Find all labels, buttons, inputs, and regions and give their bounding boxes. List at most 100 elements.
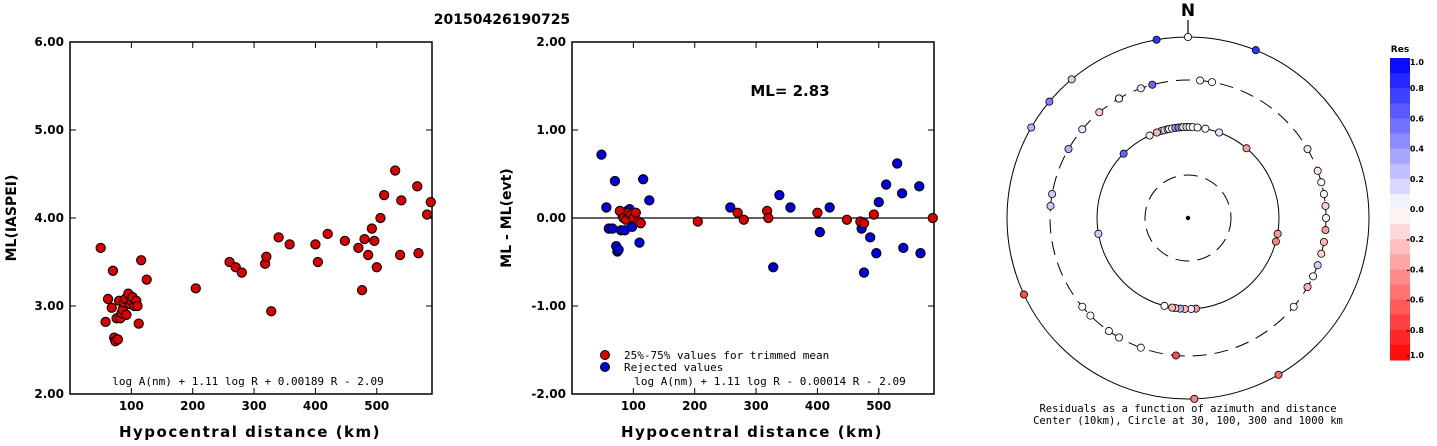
ml-point xyxy=(112,334,124,345)
panel1-xtick-label: 400 xyxy=(303,399,328,413)
ml-point xyxy=(106,302,117,313)
station-residual-point xyxy=(1095,108,1104,117)
station-residual-point xyxy=(1313,166,1322,175)
station-residual-point xyxy=(1168,303,1177,312)
ml-point xyxy=(266,306,277,317)
colorbar-cell xyxy=(1390,118,1410,134)
ml-point xyxy=(102,293,114,305)
north-label: N xyxy=(1181,1,1195,21)
station-residual-point xyxy=(1115,94,1124,103)
station-residual-point xyxy=(1251,46,1260,55)
panel2-xtick-label: 500 xyxy=(866,399,891,413)
rejected-point xyxy=(785,202,796,213)
panel-residual-vs-distance: ML - ML(evt) Hypocentral distance (km) M… xyxy=(499,35,938,441)
rejected-point xyxy=(914,181,925,192)
station-residual-point xyxy=(1104,327,1113,336)
colorbar-tick-label: -0.4 xyxy=(1407,265,1425,274)
station-residual-point xyxy=(1115,333,1124,342)
used-point xyxy=(763,212,774,224)
ml-point xyxy=(236,267,247,278)
ring-30km xyxy=(1144,174,1232,262)
panel1-xtick-label: 300 xyxy=(242,399,267,413)
rejected-point xyxy=(768,262,779,273)
panel2-ytick-label: 1.00 xyxy=(536,123,566,137)
used-point xyxy=(841,214,853,225)
legend-marker-used xyxy=(600,350,610,360)
colorbar-cell xyxy=(1390,314,1410,331)
rejected-point xyxy=(596,149,607,160)
used-point xyxy=(732,207,743,218)
used-point xyxy=(868,209,880,220)
used-point xyxy=(738,214,749,225)
panel2-ytick-label: -1.00 xyxy=(531,299,566,313)
rejected-point xyxy=(892,158,903,169)
legend-marker-rejected xyxy=(600,362,610,372)
colorbar-cell xyxy=(1390,58,1410,74)
panel1-ytick-label: 5.00 xyxy=(34,123,64,137)
ml-point xyxy=(378,189,390,201)
panel-azimuth-distance: N Residuals as a function of azimuth and… xyxy=(1006,1,1370,427)
ml-point xyxy=(190,283,201,294)
panel2-formula: log A(nm) + 1.11 log R - 0.00014 R - 2.0… xyxy=(634,375,906,388)
colorbar-cell xyxy=(1390,254,1410,270)
station-residual-point xyxy=(1273,229,1282,238)
ml-point xyxy=(359,233,370,245)
colorbar-tick-label: 0.0 xyxy=(1410,205,1425,214)
rejected-point xyxy=(601,202,612,213)
colorbar-tick-label: -0.6 xyxy=(1407,296,1425,305)
station-residual-point xyxy=(1171,351,1180,360)
station-residual-point xyxy=(1136,84,1145,93)
rejected-point xyxy=(607,223,618,234)
rejected-point xyxy=(915,248,926,259)
ml-point xyxy=(394,249,406,261)
ml-point xyxy=(353,242,364,254)
station-residual-point xyxy=(1094,229,1103,238)
station-residual-point xyxy=(1201,124,1210,133)
panel1-formula: log A(nm) + 1.11 log R + 0.00189 R - 2.0… xyxy=(112,375,384,388)
rejected-point xyxy=(824,202,835,213)
station-residual-point xyxy=(1119,149,1128,158)
station-residual-point xyxy=(1313,261,1322,270)
rejected-point xyxy=(638,174,649,185)
rejected-point xyxy=(896,188,908,199)
colorbar-cell xyxy=(1390,299,1410,316)
station-residual-point xyxy=(1019,290,1028,299)
panel1-ytick-label: 3.00 xyxy=(34,299,64,313)
rejected-point xyxy=(814,226,826,238)
station-residual-point xyxy=(1067,75,1076,84)
ml-point xyxy=(375,212,386,224)
station-residual-point xyxy=(1289,302,1298,311)
colorbar-tick-label: 0.4 xyxy=(1410,145,1425,154)
ml-point xyxy=(356,285,368,296)
station-residual-point xyxy=(1274,370,1283,379)
station-residual-point xyxy=(1045,97,1054,106)
panel1-xtick-label: 200 xyxy=(180,399,205,413)
colorbar-cell xyxy=(1390,163,1410,180)
colorbar-cell xyxy=(1390,103,1410,119)
used-point xyxy=(812,207,823,218)
station-residual-point xyxy=(1086,311,1095,320)
colorbar-tick-label: 0.2 xyxy=(1410,175,1424,184)
used-point xyxy=(927,212,938,224)
used-point xyxy=(858,218,870,229)
panel1-ytick-label: 6.00 xyxy=(34,35,64,49)
ml-point xyxy=(284,239,295,250)
ml-point xyxy=(425,197,436,208)
ml-point xyxy=(107,265,119,276)
used-point xyxy=(635,218,646,229)
ml-point xyxy=(133,318,144,329)
station-residual-point xyxy=(1064,144,1073,153)
ml-point xyxy=(371,262,382,273)
station-residual-point xyxy=(1027,123,1036,132)
ml-point xyxy=(390,165,401,176)
rejected-point xyxy=(725,202,736,213)
panel2-xtick-label: 400 xyxy=(805,399,830,413)
panel1-xtick-label: 100 xyxy=(119,399,144,413)
rejected-point xyxy=(644,195,655,206)
ml-point xyxy=(396,195,407,206)
colorbar-cell xyxy=(1390,133,1410,150)
colorbar-cell xyxy=(1390,193,1410,210)
colorbar-cell xyxy=(1390,224,1410,240)
station-residual-point xyxy=(1321,201,1330,210)
